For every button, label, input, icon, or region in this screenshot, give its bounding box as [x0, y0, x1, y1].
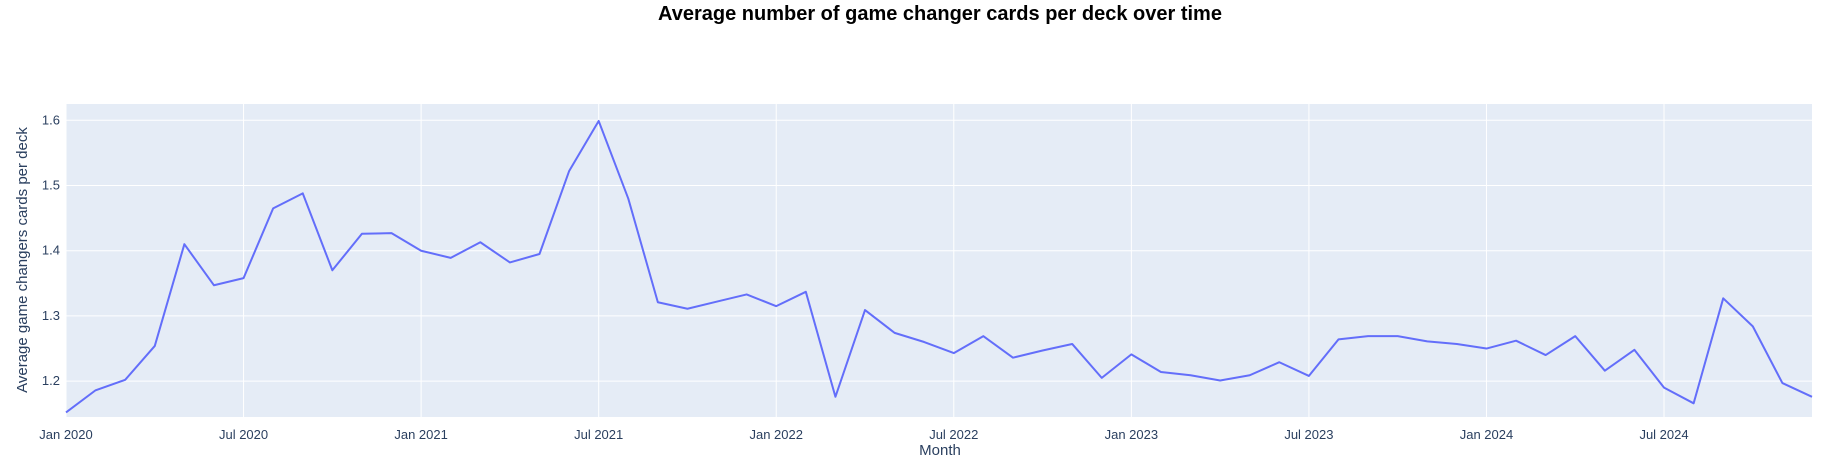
- chart-title: Average number of game changer cards per…: [658, 3, 1222, 25]
- y-tick-label: 1.2: [42, 373, 60, 388]
- x-tick-label: Jan 2024: [1460, 427, 1514, 442]
- x-tick-label: Jul 2022: [929, 427, 978, 442]
- y-tick-label: 1.4: [42, 243, 60, 258]
- grid-lines: [65, 104, 1812, 417]
- x-tick-label: Jan 2023: [1105, 427, 1159, 442]
- x-tick-label: Jul 2021: [574, 427, 623, 442]
- x-tick-label: Jan 2021: [394, 427, 448, 442]
- x-tick-label: Jul 2023: [1284, 427, 1333, 442]
- x-axis-ticks: Jan 2020 Jul 2020 Jan 2021 Jul 2021 Jan 2022…: [39, 427, 1688, 442]
- series-line: [65, 119, 1813, 414]
- x-tick-label: Jan 2020: [39, 427, 93, 442]
- y-axis-ticks: 1.2 1.3 1.4 1.5 1.6: [42, 112, 60, 388]
- series-line-layer: [65, 119, 1813, 414]
- x-tick-label: Jul 2020: [219, 427, 268, 442]
- y-tick-label: 1.5: [42, 178, 60, 193]
- x-tick-label: Jan 2022: [749, 427, 803, 442]
- x-tick-label: Jul 2024: [1639, 427, 1688, 442]
- x-axis-title: Month: [919, 442, 961, 459]
- plot-area: [66, 104, 1812, 417]
- y-tick-label: 1.6: [42, 112, 60, 127]
- y-axis-title: Average game changers cards per deck: [14, 127, 31, 393]
- y-tick-label: 1.3: [42, 308, 60, 323]
